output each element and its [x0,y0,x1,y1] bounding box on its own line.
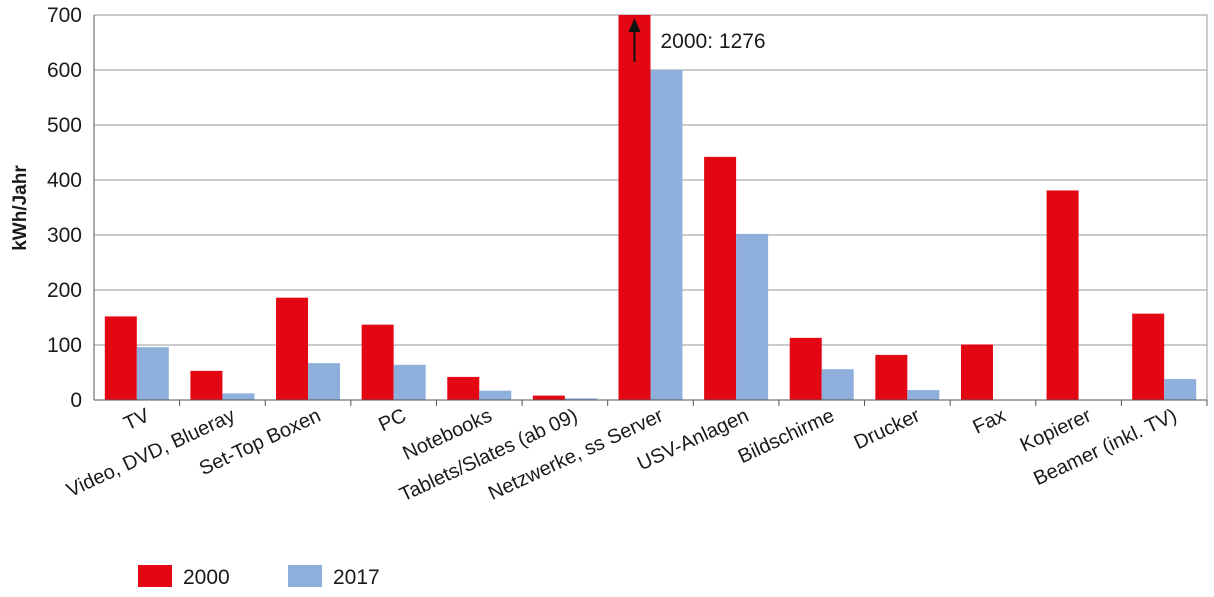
bar-2017 [821,369,854,400]
bar-2017 [479,390,512,400]
annotation-arrowhead [628,18,641,32]
annotation-label: 2000: 1276 [661,30,766,53]
bar-2000 [447,376,480,400]
bar-2000 [960,344,993,400]
y-tick-label: 500 [47,114,82,137]
bar-2017 [308,363,341,400]
bar-2000 [1132,313,1165,400]
bar-2017 [907,390,940,400]
x-tick-label: Fax [970,405,1010,439]
bar-2000 [875,354,908,400]
x-tick-label: Bildschirme [735,405,838,469]
legend-swatch-2000 [138,565,172,587]
bar-2000 [276,297,309,400]
bars [104,15,1197,400]
bar-2000 [361,324,394,400]
bar-2017 [564,398,597,400]
y-tick-label: 200 [47,279,82,302]
y-tick-label: 300 [47,224,82,247]
y-tick-label: 400 [47,169,82,192]
legend-label-2017: 2017 [333,566,380,589]
legend-label-2000: 2000 [183,566,230,589]
x-tick-label: Beamer (inkl. TV) [1030,405,1180,491]
y-tick-label: 700 [47,4,82,27]
y-tick-label: 100 [47,334,82,357]
bar-2000 [532,395,565,400]
y-tick-labels: 0 100 200 300 400 500 600 700 [47,4,82,412]
x-tick-label: Drucker [851,404,924,454]
x-tick-label: PC [375,405,409,437]
bar-2017 [736,233,769,400]
bar-2017 [1164,379,1197,400]
annotation: 2000: 1276 [628,18,766,62]
y-axis-label: kWh/Jahr [10,165,31,251]
bar-2017 [650,70,683,400]
y-tick-label: 600 [47,59,82,82]
bar-2000 [704,156,737,400]
bar-2000 [789,337,822,400]
bar-2000 [1046,190,1079,400]
legend: 2000 2017 [138,565,380,589]
bar-2017 [136,347,169,400]
y-tick-label: 0 [70,389,82,412]
bar-2000 [618,15,651,400]
bar-2000 [104,316,137,400]
bar-2017 [222,393,255,400]
axes [93,15,1208,406]
legend-swatch-2017 [288,565,322,587]
x-tick-label: TV [120,404,153,435]
bar-2017 [393,364,426,400]
bar-2000 [190,370,223,400]
